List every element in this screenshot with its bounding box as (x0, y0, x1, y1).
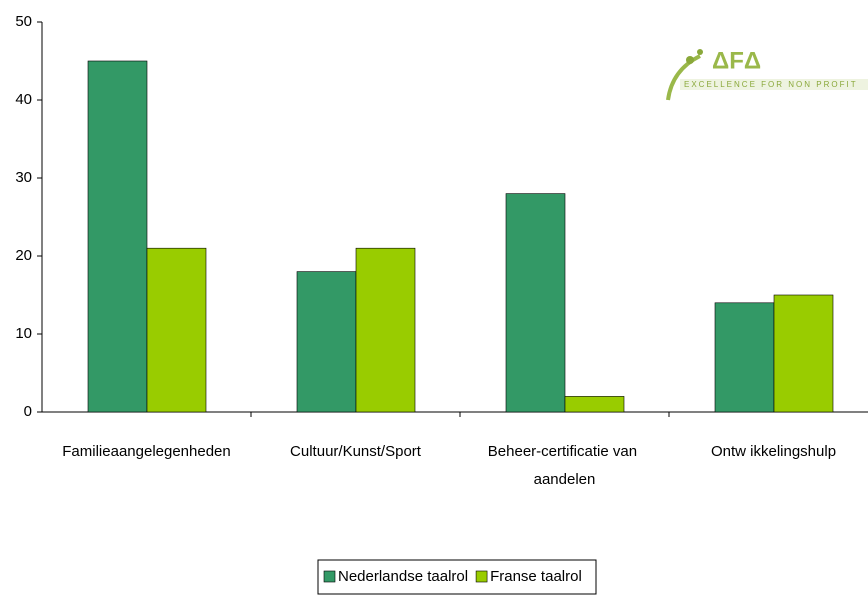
y-tick-label: 10 (15, 325, 32, 342)
bar (355, 247, 416, 413)
bar (505, 193, 566, 413)
legend-box (317, 559, 597, 595)
bar (146, 247, 207, 413)
legend-swatch (323, 570, 336, 583)
y-tick-label: 0 (24, 403, 32, 420)
y-tick-label: 20 (15, 247, 32, 264)
logo-dot (686, 56, 694, 64)
logo-mark: ΔFΔ (712, 47, 761, 74)
x-tick-label: Familieaangelegenheden (62, 443, 230, 460)
bar (714, 302, 775, 413)
x-tick-label: Ontw ikkelingshulp (711, 443, 836, 460)
x-tick-label: Beheer-certificatie van aandelen (488, 443, 641, 488)
x-tick-label: Cultuur/Kunst/Sport (290, 443, 422, 460)
logo-band (680, 79, 868, 90)
bar (564, 396, 625, 413)
logo-swoosh (666, 54, 701, 101)
y-tick-label: 50 (15, 13, 32, 30)
legend-label: Franse taalrol (490, 568, 582, 585)
legend-swatch (475, 570, 488, 583)
logo-dot (697, 49, 703, 55)
y-tick-label: 40 (15, 91, 32, 108)
logo-tagline: EXCELLENCE FOR NON PROFIT (684, 80, 858, 89)
bar (87, 60, 148, 413)
y-tick-label: 30 (15, 169, 32, 186)
logo: ΔFΔ EXCELLENCE FOR NON PROFIT (666, 47, 868, 101)
bar (296, 271, 357, 413)
bar (773, 294, 834, 413)
legend-label: Nederlandse taalrol (338, 568, 468, 585)
